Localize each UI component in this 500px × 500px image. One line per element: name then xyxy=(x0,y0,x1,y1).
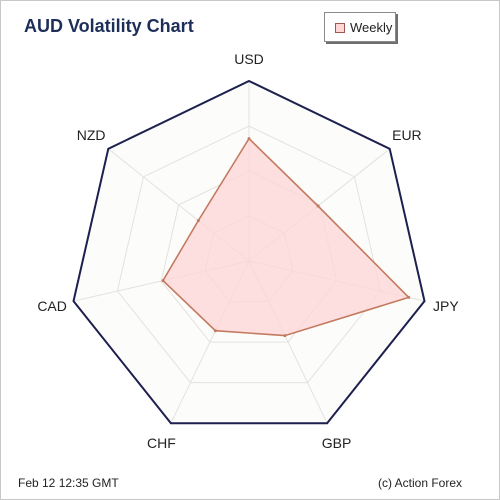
legend: Weekly xyxy=(324,12,396,42)
legend-swatch-weekly xyxy=(335,23,345,33)
series-layer xyxy=(161,137,411,338)
axis-label-jpy: JPY xyxy=(433,298,459,314)
outline-layer xyxy=(72,79,426,425)
grid-ring-3 xyxy=(116,125,382,384)
axis-label-usd: USD xyxy=(234,51,264,67)
series-weekly xyxy=(161,137,411,337)
axis-label-eur: EUR xyxy=(392,127,422,143)
data-point-chf xyxy=(213,329,217,333)
data-point-cad xyxy=(161,279,165,283)
axis-label-layer: USD EUR JPY GBP CHF CAD NZD xyxy=(37,51,459,451)
data-point-gbp xyxy=(283,334,287,338)
legend-label-weekly: Weekly xyxy=(350,20,393,35)
data-point-eur xyxy=(316,204,320,208)
timestamp: Feb 12 12:35 GMT xyxy=(18,476,119,490)
data-point-nzd xyxy=(196,219,200,223)
chart-title: AUD Volatility Chart xyxy=(24,16,194,36)
copyright-credit: (c) Action Forex xyxy=(378,476,463,490)
axis-label-nzd: NZD xyxy=(77,127,106,143)
axis-label-chf: CHF xyxy=(147,435,176,451)
data-point-usd xyxy=(247,137,251,141)
data-point-jpy xyxy=(407,295,411,299)
axis-label-cad: CAD xyxy=(37,298,67,314)
radar-outline xyxy=(72,79,426,425)
axis-label-gbp: GBP xyxy=(322,435,352,451)
